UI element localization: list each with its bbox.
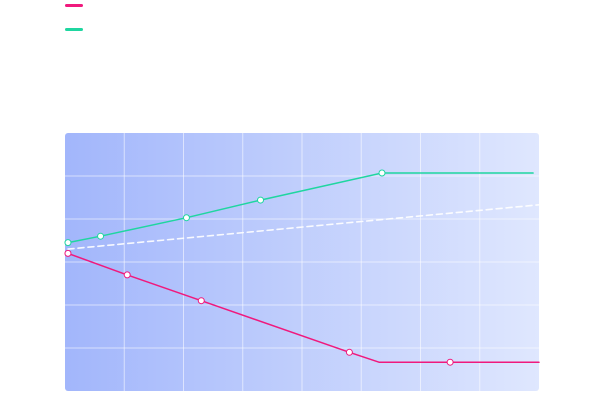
series-markers: [64, 169, 454, 366]
legend: [65, 4, 83, 31]
series-2-point: [257, 196, 265, 204]
series-2-point: [378, 169, 386, 177]
series-1-point: [446, 358, 454, 366]
series-2-point: [97, 232, 105, 240]
series-1-point: [64, 249, 72, 257]
series-2-point: [64, 239, 72, 247]
legend-swatch-1: [65, 4, 83, 7]
series-1-point: [197, 297, 205, 305]
series-1-point: [123, 271, 131, 279]
trend-line: [67, 204, 540, 250]
series-1-point: [345, 348, 353, 356]
series-2-point: [182, 214, 190, 222]
legend-swatch-2: [65, 28, 83, 31]
grid: [65, 133, 539, 391]
series-line-2: [67, 172, 534, 244]
